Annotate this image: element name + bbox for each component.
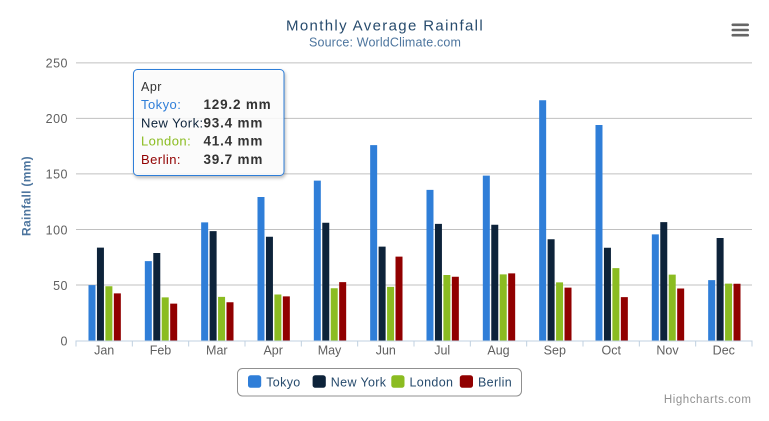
svg-text:39.7 mm: 39.7 mm bbox=[204, 152, 264, 167]
svg-text:93.4 mm: 93.4 mm bbox=[204, 115, 264, 130]
svg-text:129.2 mm: 129.2 mm bbox=[204, 97, 272, 112]
svg-text:Apr: Apr bbox=[141, 80, 162, 94]
svg-text:0: 0 bbox=[61, 334, 68, 348]
svg-text:Mar: Mar bbox=[206, 344, 228, 358]
svg-text:Aug: Aug bbox=[487, 344, 509, 358]
svg-text:Oct: Oct bbox=[601, 344, 621, 358]
svg-text:London: London bbox=[410, 376, 454, 390]
svg-text:Monthly Average Rainfall: Monthly Average Rainfall bbox=[286, 18, 484, 35]
svg-text:Rainfall (mm): Rainfall (mm) bbox=[20, 156, 34, 236]
svg-text:Dec: Dec bbox=[713, 344, 735, 358]
svg-text:Jul: Jul bbox=[434, 344, 450, 358]
svg-text:London:: London: bbox=[141, 134, 191, 149]
svg-text:Tokyo:: Tokyo: bbox=[141, 97, 181, 112]
svg-text:Berlin: Berlin bbox=[478, 376, 512, 390]
svg-text:Berlin:: Berlin: bbox=[141, 152, 181, 167]
svg-text:Tokyo: Tokyo bbox=[266, 376, 300, 390]
svg-text:Highcharts.com: Highcharts.com bbox=[664, 394, 752, 406]
svg-text:Source: WorldClimate.com: Source: WorldClimate.com bbox=[309, 36, 461, 50]
svg-text:100: 100 bbox=[46, 223, 68, 237]
svg-text:250: 250 bbox=[46, 57, 68, 71]
svg-text:New York: New York bbox=[331, 376, 387, 390]
svg-text:Feb: Feb bbox=[150, 344, 172, 358]
svg-text:Apr: Apr bbox=[263, 344, 282, 358]
svg-text:May: May bbox=[318, 344, 342, 358]
svg-text:150: 150 bbox=[46, 168, 68, 182]
svg-text:50: 50 bbox=[53, 279, 68, 293]
svg-text:Jan: Jan bbox=[94, 344, 114, 358]
svg-text:New York:: New York: bbox=[141, 115, 204, 130]
svg-text:41.4 mm: 41.4 mm bbox=[204, 134, 264, 149]
svg-text:Jun: Jun bbox=[376, 344, 396, 358]
svg-text:Sep: Sep bbox=[544, 344, 566, 358]
svg-text:Nov: Nov bbox=[656, 344, 679, 358]
svg-text:200: 200 bbox=[46, 112, 68, 126]
